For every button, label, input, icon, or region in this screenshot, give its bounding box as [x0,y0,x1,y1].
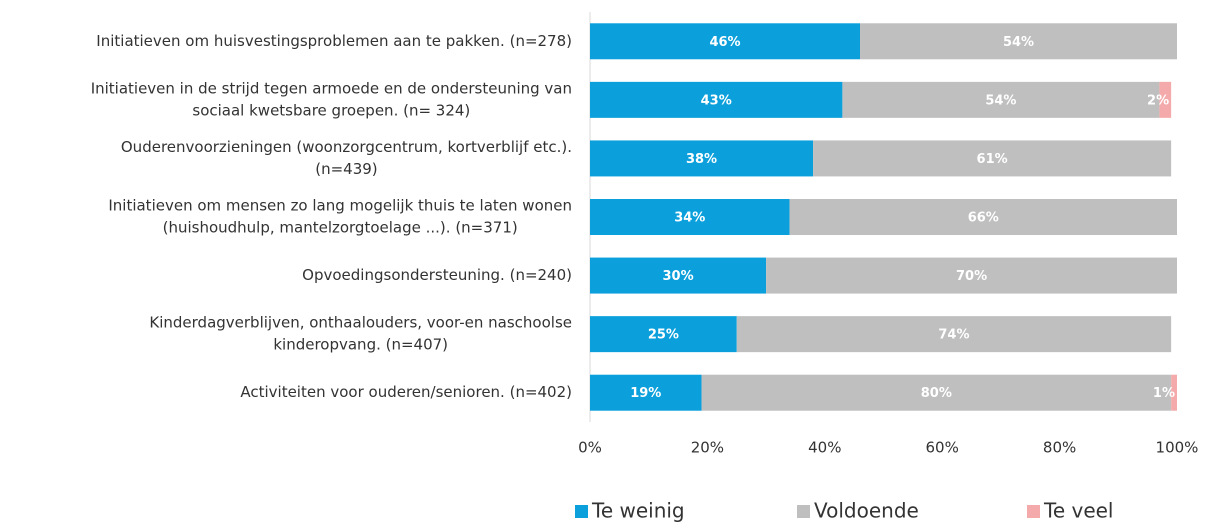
category-label: Opvoedingsondersteuning. (n=240) [302,266,572,284]
value-label: 80% [921,386,952,401]
x-tick-label: 40% [808,439,841,457]
legend-label: Te weinig [591,499,685,523]
value-label: 30% [662,269,693,284]
legend-label: Te veel [1043,499,1113,523]
bar-segment [590,81,843,118]
value-label: 66% [968,211,999,226]
value-label: 74% [938,328,969,343]
bar-segment [789,199,1177,235]
bar-segment [736,316,1172,353]
value-label: 70% [956,269,987,284]
bar-segment [590,23,861,60]
value-label: 43% [701,93,732,108]
x-tick-label: 100% [1156,439,1199,457]
value-label: 2% [1147,93,1169,108]
value-label: 61% [977,152,1008,167]
value-label: 19% [630,386,661,401]
value-label: 1% [1153,386,1175,401]
x-tick-label: 60% [926,439,959,457]
bar-segment [842,81,1160,118]
category-label: kinderopvang. (n=407) [273,336,448,354]
x-tick-label: 0% [578,439,602,457]
bar-segment [701,374,1172,411]
legend-swatch [575,505,588,518]
value-label: 46% [709,35,740,50]
category-label: (huishoudhulp, mantelzorgtoelage ...). (… [163,219,518,237]
bar-segment [590,199,790,235]
category-label: Ouderenvoorzieningen (woonzorgcentrum, k… [121,138,572,156]
value-label: 54% [985,93,1016,108]
bar-segment [766,257,1177,294]
bar-segment [813,140,1172,177]
value-label: 54% [1003,35,1034,50]
category-label: (n=439) [315,160,377,178]
category-label: Activiteiten voor ouderen/senioren. (n=4… [240,383,572,401]
bar-segment [590,140,814,177]
x-tick-label: 20% [691,439,724,457]
legend-swatch [1027,505,1040,518]
bar-segment [860,23,1177,60]
bar-segment [590,257,767,294]
legend-label: Voldoende [814,499,919,523]
x-tick-label: 80% [1043,439,1076,457]
bar-segment [1159,81,1172,118]
bar-segment [590,374,702,411]
bar-segment [590,316,737,353]
legend-swatch [797,505,810,518]
bar-segment [1171,374,1177,411]
category-label: Initiatieven in de strijd tegen armoede … [91,79,572,97]
value-label: 38% [686,152,717,167]
value-label: 25% [648,328,679,343]
category-label: Initiatieven om mensen zo lang mogelijk … [108,197,572,215]
category-label: Initiatieven om huisvestingsproblemen aa… [96,32,572,50]
category-label: sociaal kwetsbare groepen. (n= 324) [192,101,470,119]
category-label: Kinderdagverblijven, onthaalouders, voor… [149,314,572,332]
value-label: 34% [674,211,705,226]
